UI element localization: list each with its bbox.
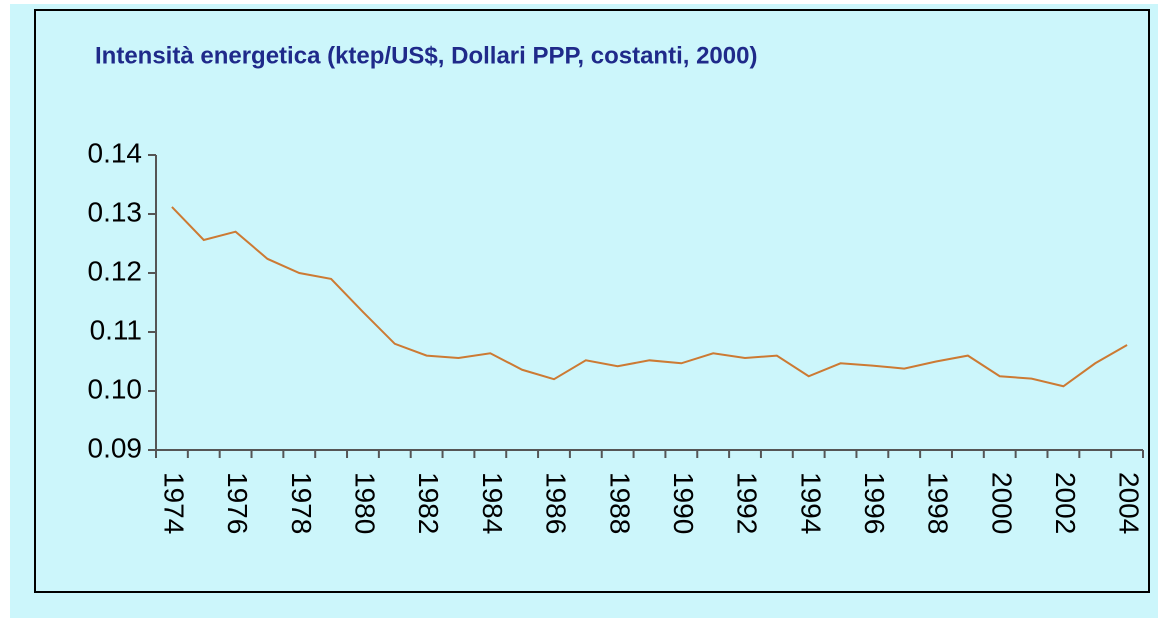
x-tick-label: 1982 xyxy=(413,472,444,534)
x-tick-label: 2000 xyxy=(986,472,1017,534)
x-tick-label: 1984 xyxy=(477,472,508,534)
series-line xyxy=(171,206,1128,388)
chart-border xyxy=(34,9,1150,593)
y-tick-label: 0.09 xyxy=(88,432,143,463)
x-tick-label: 2002 xyxy=(1050,472,1081,534)
x-tick-label: 1988 xyxy=(604,472,635,534)
x-tick-label: 1980 xyxy=(350,472,381,534)
x-tick-label: 1998 xyxy=(923,472,954,534)
x-tick-label: 2004 xyxy=(1114,472,1145,534)
background xyxy=(10,4,1158,618)
x-tick-label: 1990 xyxy=(668,472,699,534)
y-tick-label: 0.14 xyxy=(88,137,143,168)
x-tick-label: 1996 xyxy=(859,472,890,534)
x-tick-label: 1976 xyxy=(222,472,253,534)
y-tick-label: 0.12 xyxy=(88,255,143,286)
y-tick-label: 0.10 xyxy=(88,373,143,404)
x-tick-label: 1994 xyxy=(795,472,826,534)
chart-title: Intensità energetica (ktep/US$, Dollari … xyxy=(95,42,757,69)
x-tick-label: 1978 xyxy=(286,472,317,534)
x-tick-label: 1986 xyxy=(541,472,572,534)
y-tick-label: 0.13 xyxy=(88,196,143,227)
x-tick-label: 1992 xyxy=(732,472,763,534)
y-tick-label: 0.11 xyxy=(90,314,142,345)
x-tick-label: 1974 xyxy=(159,472,190,534)
